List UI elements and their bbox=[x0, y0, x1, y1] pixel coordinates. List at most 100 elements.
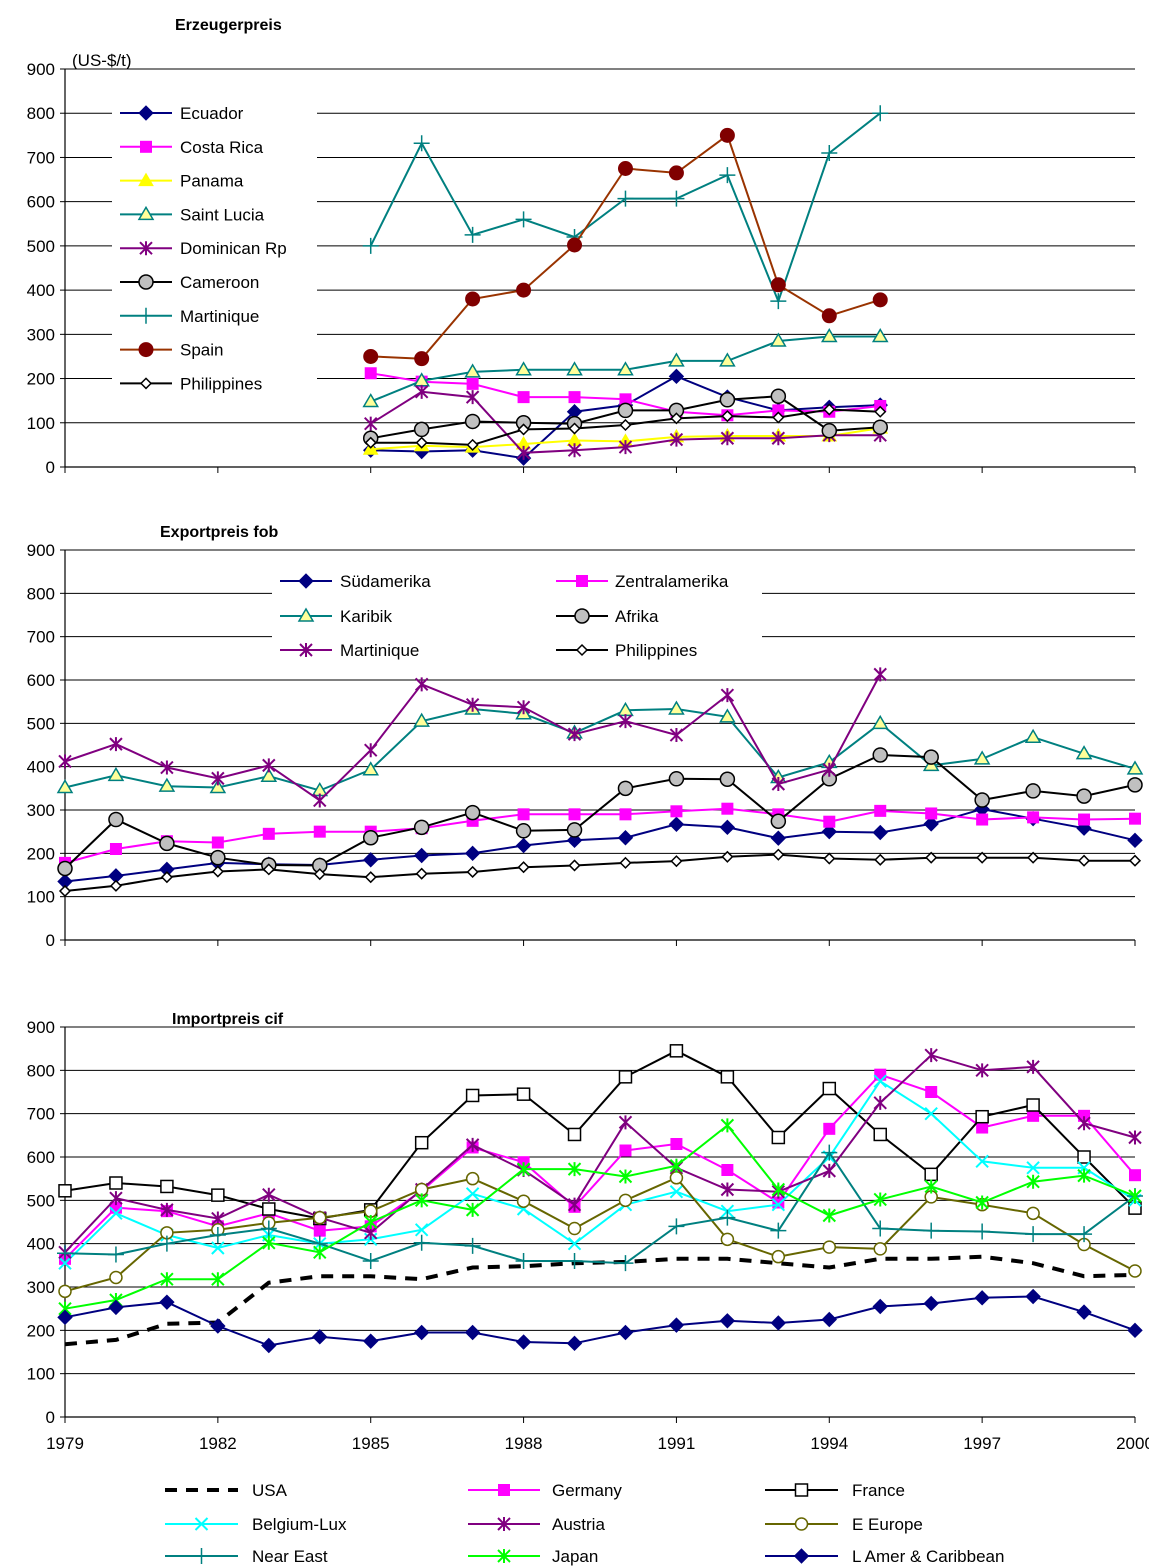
data-point bbox=[464, 413, 481, 430]
data-point bbox=[872, 105, 889, 122]
data-point bbox=[975, 1154, 989, 1169]
legend-marker bbox=[794, 1483, 809, 1497]
data-point bbox=[670, 1138, 683, 1150]
legend-background bbox=[272, 566, 762, 666]
data-point bbox=[1129, 812, 1141, 825]
legend-marker bbox=[138, 342, 154, 358]
data-point bbox=[313, 825, 326, 838]
legend-label: Dominican Rp bbox=[180, 239, 287, 258]
y-tick-label: 200 bbox=[27, 1321, 55, 1340]
data-point bbox=[924, 1179, 938, 1194]
series-line bbox=[64, 1073, 1136, 1260]
data-point bbox=[58, 1256, 72, 1270]
data-point bbox=[515, 1334, 532, 1350]
y-tick-label: 100 bbox=[27, 1365, 55, 1384]
data-point bbox=[364, 871, 377, 884]
data-point bbox=[1027, 851, 1040, 864]
data-point bbox=[821, 1311, 837, 1328]
legend-marker bbox=[139, 377, 153, 390]
legend-marker bbox=[193, 1548, 210, 1564]
data-point bbox=[873, 1095, 887, 1110]
data-point bbox=[973, 750, 991, 765]
data-point bbox=[619, 418, 632, 432]
series-france bbox=[58, 1044, 1142, 1226]
data-point bbox=[516, 1162, 531, 1177]
y-tick-label: 800 bbox=[27, 584, 55, 603]
data-point bbox=[107, 766, 125, 782]
data-point bbox=[772, 848, 785, 861]
y-tick-label: 700 bbox=[27, 628, 55, 647]
data-point bbox=[109, 737, 123, 752]
data-point bbox=[1026, 1059, 1040, 1074]
data-point bbox=[821, 145, 838, 162]
data-point bbox=[567, 727, 582, 742]
data-point bbox=[770, 1222, 787, 1239]
series-line bbox=[64, 853, 1135, 892]
legend-item: Spain bbox=[120, 341, 223, 360]
legend-item: E Europe bbox=[765, 1515, 923, 1534]
legend-label: L Amer & Caribbean bbox=[852, 1547, 1004, 1566]
series-line bbox=[64, 753, 1136, 870]
data-point bbox=[617, 161, 633, 176]
data-point bbox=[669, 1184, 684, 1199]
y-tick-label: 0 bbox=[46, 458, 55, 477]
data-point bbox=[109, 843, 122, 855]
data-point bbox=[464, 226, 481, 243]
data-point bbox=[57, 860, 73, 877]
y-tick-label: 600 bbox=[27, 193, 55, 212]
data-point bbox=[668, 165, 684, 181]
legend-marker bbox=[139, 241, 153, 256]
legend-marker bbox=[576, 575, 588, 587]
data-point bbox=[924, 1106, 938, 1121]
legend-label: Panama bbox=[180, 172, 244, 191]
data-point bbox=[923, 816, 939, 832]
y-tick-label: 300 bbox=[27, 325, 55, 344]
data-point bbox=[974, 792, 990, 808]
x-tick-label: 2000 bbox=[1116, 1434, 1149, 1453]
data-point bbox=[160, 1202, 174, 1217]
data-point bbox=[516, 1194, 531, 1208]
data-point bbox=[313, 1224, 326, 1237]
x-tick-label: 1994 bbox=[810, 1434, 848, 1453]
data-point bbox=[465, 390, 480, 405]
data-point bbox=[413, 712, 430, 727]
data-point bbox=[58, 1184, 72, 1198]
data-point bbox=[363, 852, 379, 868]
data-point bbox=[413, 421, 430, 438]
data-point bbox=[618, 1169, 633, 1184]
series-l-amer-caribbean bbox=[57, 1288, 1143, 1354]
data-point bbox=[465, 1187, 480, 1201]
legend-item: Belgium-Lux bbox=[165, 1515, 347, 1534]
data-point bbox=[261, 1337, 277, 1354]
data-point bbox=[1075, 745, 1093, 760]
legend-label: Zentralamerika bbox=[615, 572, 729, 591]
data-point bbox=[414, 1193, 429, 1208]
legend-label: Spain bbox=[180, 341, 223, 360]
data-point bbox=[822, 1163, 836, 1178]
data-point bbox=[566, 1253, 583, 1269]
y-tick-label: 700 bbox=[27, 148, 55, 167]
data-point bbox=[466, 377, 479, 390]
y-tick-label: 100 bbox=[27, 414, 55, 433]
data-point bbox=[516, 282, 532, 298]
data-point bbox=[1026, 1098, 1040, 1112]
data-point bbox=[823, 815, 836, 828]
data-point bbox=[362, 393, 380, 408]
legend-label: Philippines bbox=[615, 641, 697, 660]
data-point bbox=[924, 1167, 938, 1182]
data-point bbox=[159, 1294, 175, 1310]
series-line bbox=[369, 112, 881, 305]
data-point bbox=[568, 808, 581, 821]
data-point bbox=[821, 308, 837, 324]
data-point bbox=[517, 808, 530, 821]
data-point bbox=[770, 830, 787, 846]
legend-marker bbox=[138, 274, 154, 290]
series-line bbox=[64, 1254, 1136, 1347]
legend-item: Panama bbox=[120, 172, 244, 191]
data-point bbox=[364, 367, 377, 380]
data-point bbox=[567, 1127, 582, 1142]
data-point bbox=[57, 1245, 73, 1262]
data-point bbox=[975, 1109, 989, 1124]
data-point bbox=[211, 771, 225, 786]
legend-marker bbox=[298, 573, 314, 589]
